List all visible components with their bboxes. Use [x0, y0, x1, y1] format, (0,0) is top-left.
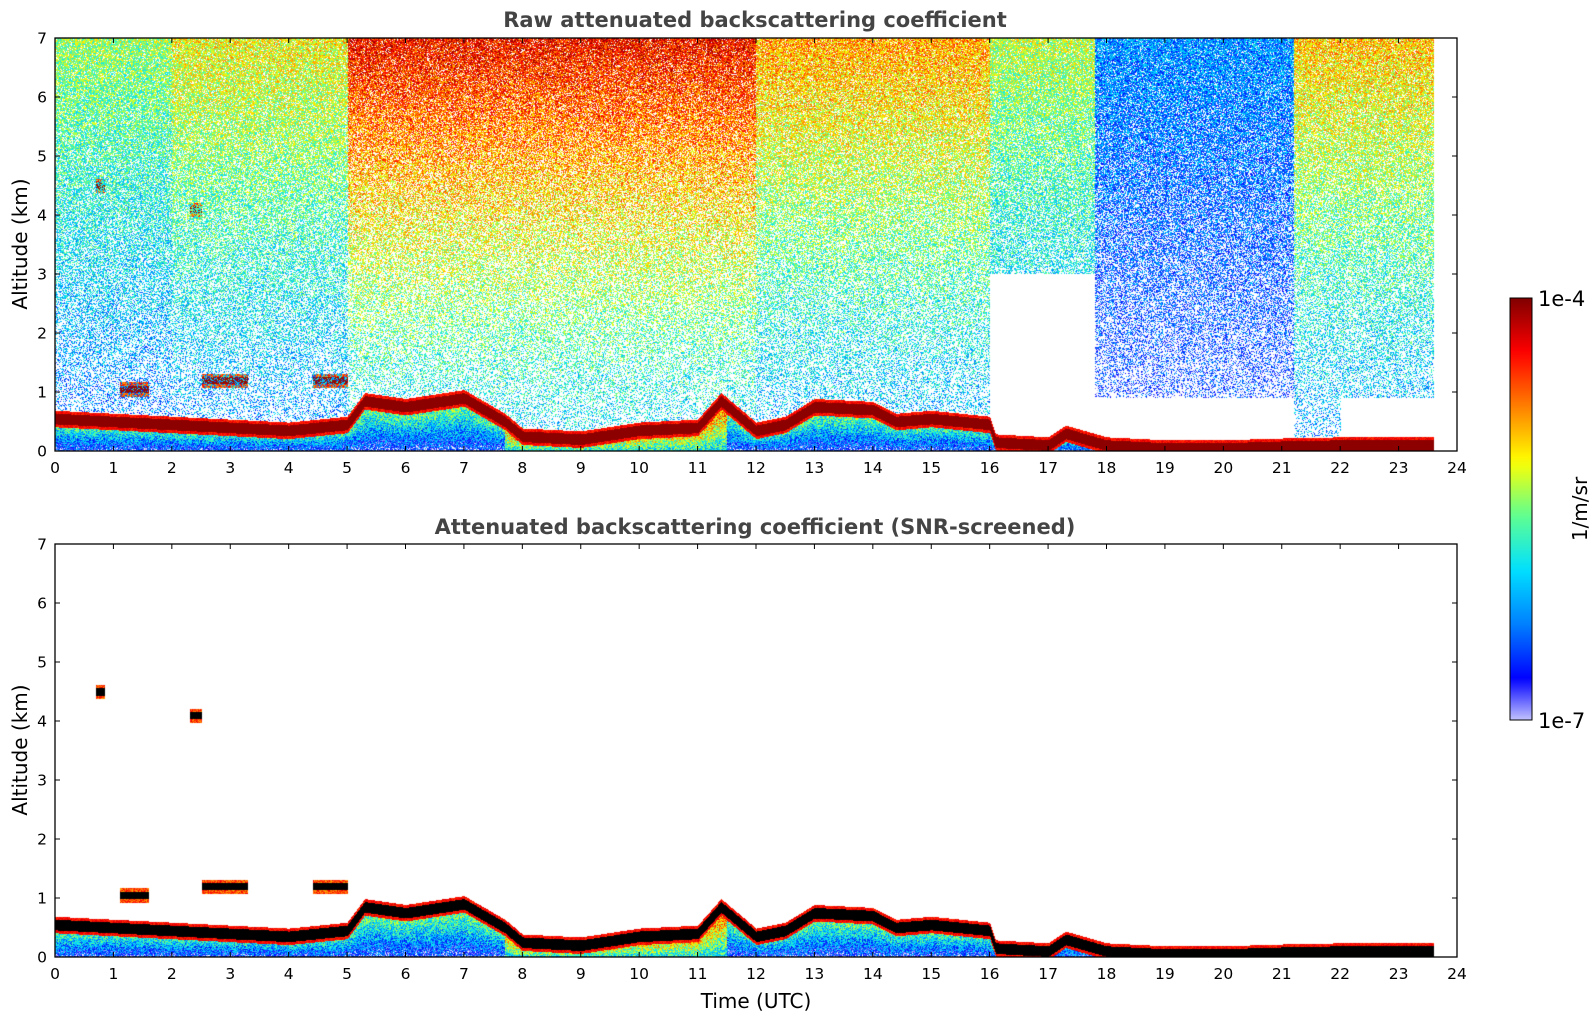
x-tick-label: 24 — [1447, 459, 1467, 477]
y-tick-label: 6 — [37, 89, 47, 107]
x-tick-label: 11 — [688, 965, 708, 983]
x-tick-labels: 0 1 2 3 4 5 6 7 8 9 10 11 12 13 14 15 16 17 18 19 20 21 22 23 24 — [50, 544, 1467, 983]
y-tick-label: 4 — [37, 207, 47, 225]
y-tick-labels: 0 1 2 3 4 5 6 7 — [37, 536, 1457, 967]
y-tick-label: 2 — [37, 831, 47, 849]
x-tick-label: 22 — [1330, 459, 1350, 477]
x-tick-labels: 0 1 2 3 4 5 6 7 8 9 10 11 12 13 14 15 16 17 18 19 20 21 22 23 24 — [50, 38, 1467, 477]
x-tick-label: 4 — [284, 965, 294, 983]
x-tick-label: 6 — [401, 965, 411, 983]
x-tick-label: 7 — [459, 459, 469, 477]
y-tick-label: 2 — [37, 325, 47, 343]
colorbar-max-label: 1e-4 — [1538, 287, 1585, 311]
x-tick-label: 15 — [921, 965, 941, 983]
x-tick-label: 17 — [1038, 965, 1058, 983]
panel-title: Attenuated backscattering coefficient (S… — [435, 515, 1076, 539]
y-axis-label: Altitude (km) — [8, 684, 32, 815]
x-tick-label: 19 — [1155, 459, 1175, 477]
x-tick-label: 13 — [805, 459, 825, 477]
x-tick-label: 1 — [108, 965, 118, 983]
colorbar-gradient — [1509, 297, 1533, 721]
x-tick-label: 19 — [1155, 965, 1175, 983]
x-tick-label: 4 — [284, 459, 294, 477]
x-tick-label: 3 — [225, 459, 235, 477]
y-tick-label: 1 — [37, 384, 47, 402]
x-tick-label: 23 — [1389, 459, 1409, 477]
y-tick-label: 3 — [37, 772, 47, 790]
colorbar-label: 1/m/sr — [1568, 476, 1592, 541]
x-tick-label: 16 — [980, 965, 1000, 983]
x-tick-label: 21 — [1272, 459, 1292, 477]
y-tick-label: 0 — [37, 949, 47, 967]
x-tick-label: 2 — [167, 965, 177, 983]
x-tick-label: 8 — [517, 965, 527, 983]
x-tick-label: 12 — [746, 965, 766, 983]
x-tick-label: 24 — [1447, 965, 1467, 983]
x-tick-label: 3 — [225, 965, 235, 983]
x-tick-label: 0 — [50, 459, 60, 477]
x-tick-label: 18 — [1097, 459, 1117, 477]
x-tick-label: 23 — [1389, 965, 1409, 983]
y-tick-label: 5 — [37, 148, 47, 166]
x-tick-label: 20 — [1213, 965, 1233, 983]
x-tick-label: 8 — [517, 459, 527, 477]
x-tick-label: 15 — [921, 459, 941, 477]
colorbar: 1e-4 1e-7 1/m/sr — [1509, 287, 1592, 733]
x-tick-label: 17 — [1038, 459, 1058, 477]
y-tick-label: 0 — [37, 443, 47, 461]
colorbar-min-label: 1e-7 — [1538, 709, 1585, 733]
x-tick-label: 9 — [576, 459, 586, 477]
x-tick-label: 14 — [863, 965, 883, 983]
raw-backscatter-panel: Raw attenuated backscattering coefficien… — [8, 8, 1467, 477]
x-tick-label: 11 — [688, 459, 708, 477]
x-tick-label: 0 — [50, 965, 60, 983]
x-tick-label: 1 — [108, 459, 118, 477]
y-tick-label: 4 — [37, 713, 47, 731]
x-tick-label: 18 — [1097, 965, 1117, 983]
x-tick-label: 6 — [401, 459, 411, 477]
x-tick-label: 22 — [1330, 965, 1350, 983]
y-tick-label: 7 — [37, 30, 47, 48]
x-tick-label: 20 — [1213, 459, 1233, 477]
y-tick-label: 1 — [37, 890, 47, 908]
x-tick-label: 21 — [1272, 965, 1292, 983]
x-tick-label: 13 — [805, 965, 825, 983]
x-tick-label: 16 — [980, 459, 1000, 477]
x-tick-label: 2 — [167, 459, 177, 477]
y-tick-label: 7 — [37, 536, 47, 554]
x-tick-label: 10 — [629, 459, 649, 477]
x-tick-label: 5 — [342, 459, 352, 477]
y-tick-label: 5 — [37, 654, 47, 672]
y-tick-label: 6 — [37, 595, 47, 613]
x-tick-label: 14 — [863, 459, 883, 477]
x-tick-label: 7 — [459, 965, 469, 983]
x-tick-label: 5 — [342, 965, 352, 983]
snr-screened-panel: Attenuated backscattering coefficient (S… — [8, 515, 1467, 1013]
x-tick-label: 12 — [746, 459, 766, 477]
panel-title: Raw attenuated backscattering coefficien… — [503, 8, 1007, 32]
x-tick-label: 9 — [576, 965, 586, 983]
x-axis-label: Time (UTC) — [700, 989, 812, 1013]
y-tick-label: 3 — [37, 266, 47, 284]
x-tick-label: 10 — [629, 965, 649, 983]
y-tick-labels: 0 1 2 3 4 5 6 7 — [37, 30, 1457, 461]
heatmap-raster — [55, 38, 1457, 451]
heatmap-raster — [55, 544, 1457, 957]
y-axis-label: Altitude (km) — [8, 178, 32, 309]
